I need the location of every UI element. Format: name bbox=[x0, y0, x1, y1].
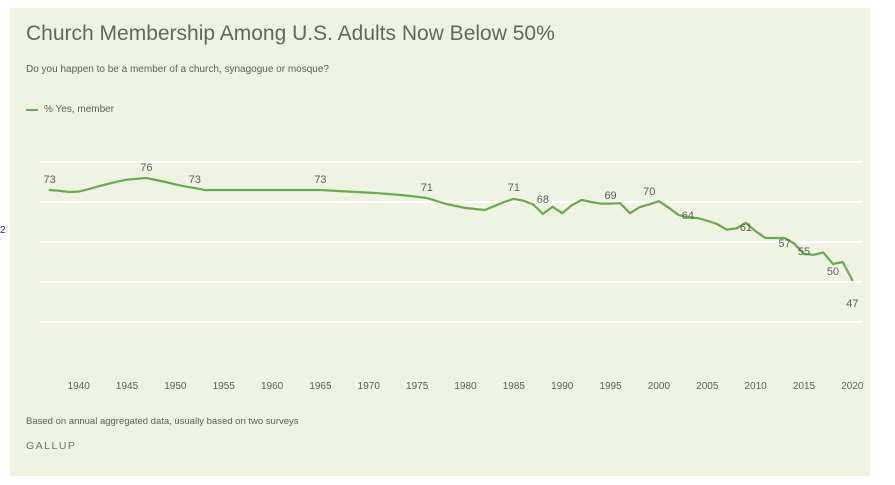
x-tick-label: 2015 bbox=[793, 381, 816, 392]
x-tick-label: 1980 bbox=[454, 381, 477, 392]
data-label: 73 bbox=[44, 174, 56, 186]
legend-swatch bbox=[26, 108, 38, 111]
page-edge-mark: 2 bbox=[0, 225, 6, 236]
x-tick-label: 1965 bbox=[309, 381, 332, 392]
x-tick-label: 1975 bbox=[406, 381, 429, 392]
data-label: 64 bbox=[682, 210, 694, 222]
x-tick-label: 2000 bbox=[648, 381, 671, 392]
data-label: 73 bbox=[189, 174, 201, 186]
data-label: 69 bbox=[604, 190, 616, 202]
data-label: 73 bbox=[314, 174, 326, 186]
x-tick-label: 1995 bbox=[599, 381, 622, 392]
data-label: 61 bbox=[740, 222, 752, 234]
data-label: 68 bbox=[537, 194, 549, 206]
series-line bbox=[48, 176, 854, 282]
footnote: Based on annual aggregated data, usually… bbox=[26, 416, 299, 427]
x-tick-label: 1990 bbox=[551, 381, 574, 392]
data-label: 57 bbox=[779, 238, 791, 250]
x-tick-label: 2020 bbox=[841, 381, 864, 392]
gallup-logo-text: GALLUP bbox=[26, 440, 77, 452]
x-tick-label: 1945 bbox=[116, 381, 139, 392]
x-tick-label: 1970 bbox=[358, 381, 381, 392]
data-label: 76 bbox=[140, 162, 152, 174]
x-tick-label: 1955 bbox=[213, 381, 236, 392]
data-label: 55 bbox=[798, 246, 810, 258]
data-label: 71 bbox=[421, 182, 433, 194]
x-tick-label: 1950 bbox=[164, 381, 187, 392]
legend-label: % Yes, member bbox=[44, 104, 115, 115]
chart-title: Church Membership Among U.S. Adults Now … bbox=[26, 22, 555, 45]
x-tick-label: 2010 bbox=[744, 381, 767, 392]
x-tick-label: 2005 bbox=[696, 381, 719, 392]
legend: % Yes, member bbox=[26, 104, 114, 115]
data-label: 50 bbox=[827, 266, 839, 278]
data-label: 70 bbox=[643, 186, 655, 198]
x-tick-label: 1940 bbox=[68, 381, 91, 392]
x-tick-label: 1960 bbox=[261, 381, 284, 392]
data-label: 71 bbox=[508, 182, 520, 194]
x-tick-label: 1985 bbox=[503, 381, 526, 392]
data-label: 47 bbox=[846, 298, 858, 310]
chart-subtitle: Do you happen to be a member of a church… bbox=[26, 64, 329, 75]
